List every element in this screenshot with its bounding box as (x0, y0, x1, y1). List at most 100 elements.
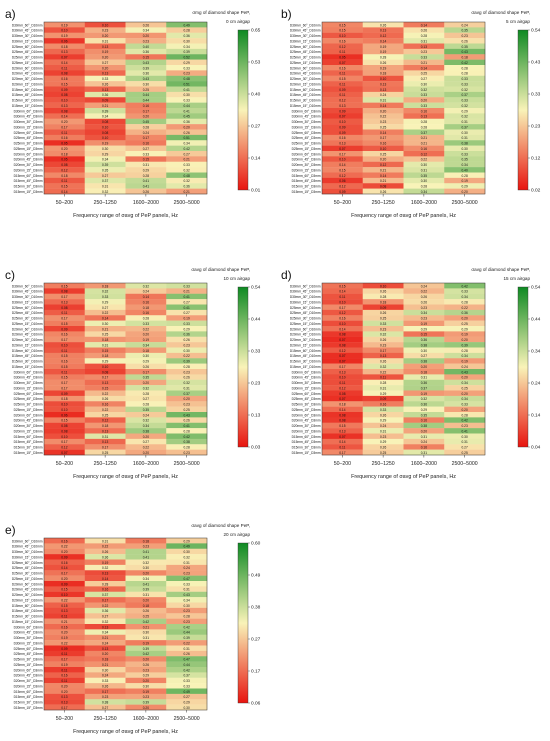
heatmap-cell (44, 613, 85, 619)
heatmap-cell (166, 167, 208, 173)
heatmap-cell (166, 575, 208, 582)
heatmap-cell (125, 86, 167, 93)
cell-value: 0.21 (61, 620, 67, 624)
cell-value: 0.30 (184, 706, 190, 710)
x-axis-label: Frequency range of σavg of PeP panels, H… (73, 213, 178, 219)
row-label: D25mm_45°_D10mm (12, 566, 43, 570)
heatmap-cell (44, 390, 85, 397)
cell-value: 0.08 (61, 290, 67, 294)
heatmap-cell (444, 172, 486, 179)
cell-value: 0.09 (61, 647, 67, 651)
colorbar-tick-label: 0.23 (251, 381, 261, 387)
heatmap-cell (362, 428, 404, 434)
row-label: D20mm_45°_D3mm (14, 158, 43, 162)
heatmap-cell (403, 331, 445, 337)
heatmap-cell (444, 27, 486, 33)
row-label: D25mm_30°_D10mm (12, 317, 43, 321)
row-label: D25mm_45°_D10mm (290, 311, 321, 315)
heatmap-cell (125, 677, 167, 684)
heatmap-cell (362, 145, 404, 152)
heatmap-cell (403, 22, 445, 28)
cell-value: 0.27 (421, 354, 427, 358)
row-label: D15mm_45°_D3mm (14, 179, 43, 183)
heatmap-cell (44, 683, 85, 689)
row-label: D15mm_30°_D10mm (290, 360, 321, 364)
heatmap-cell (44, 667, 85, 673)
cell-value: 0.34 (102, 631, 108, 635)
row-label: D20mm_15°_D10mm (290, 343, 321, 347)
heatmap-cell (403, 113, 445, 119)
cell-value: 0.17 (61, 125, 67, 129)
cell-value: 0.20 (380, 158, 386, 162)
heatmap-cell (322, 75, 363, 82)
cell-value: 0.51 (184, 136, 190, 140)
cell-value: 0.28 (184, 29, 190, 33)
cell-value: 0.31 (380, 429, 386, 433)
heatmap-cell (125, 352, 167, 359)
cell-value: 0.37 (462, 93, 468, 97)
heatmap-cell (84, 183, 126, 189)
heatmap-cell (322, 108, 363, 114)
cell-value: 0.11 (339, 93, 345, 97)
row-label: D30mm_45°_D3mm (14, 115, 43, 119)
cell-value: 0.27 (184, 152, 190, 156)
heatmap-cell (362, 188, 404, 195)
cell-value: 0.33 (421, 104, 427, 108)
cell-value: 0.12 (339, 185, 345, 189)
cell-value: 0.09 (61, 555, 67, 559)
heatmap-cell (84, 283, 126, 289)
colorbar-tick-label: 0.54 (531, 28, 541, 34)
heatmap-cell (322, 38, 363, 44)
colorbar-tick-label: 0.12 (531, 156, 541, 162)
heatmap-cell (322, 336, 363, 343)
heatmap-cell (125, 129, 167, 136)
cell-value: 0.18 (143, 306, 149, 310)
heatmap-cell (125, 288, 167, 294)
cell-value: 0.15 (339, 29, 345, 33)
cell-value: 0.40 (462, 168, 468, 172)
cell-value: 0.33 (462, 82, 468, 86)
heatmap-cell (84, 336, 126, 343)
cell-value: 0.15 (102, 386, 108, 390)
cell-value: 0.21 (380, 168, 386, 172)
row-label: D25mm_30°_D10mm (12, 572, 43, 576)
row-label: D20mm_45°_D3mm (292, 158, 321, 162)
row-label: D30mm_30°_D3mm (14, 636, 43, 640)
cell-value: 0.27 (184, 311, 190, 315)
heatmap-cell (84, 438, 126, 445)
cell-value: 0.20 (462, 190, 468, 194)
heatmap-cell (322, 161, 363, 168)
cell-value: 0.12 (421, 152, 427, 156)
heatmap-cell (125, 554, 167, 560)
heatmap-cell (403, 336, 445, 343)
colorbar-tick-label: 0.40 (251, 92, 261, 98)
cell-value: 0.32 (102, 566, 108, 570)
heatmap-cell (125, 374, 167, 380)
heatmap-cell (166, 97, 208, 103)
heatmap-cell (166, 677, 208, 684)
row-label: D15mm_60°_D3mm (14, 174, 43, 178)
heatmap-cell (444, 161, 486, 168)
row-label: D15mm_45°_D3mm (292, 440, 321, 444)
colorbar-tick-label: 0.54 (531, 285, 541, 291)
colorbar-tick-label: 0.14 (531, 413, 541, 419)
row-label: D15mm_30°_D10mm (290, 99, 321, 103)
x-tick-label: 250–1250 (94, 716, 117, 722)
heatmap-cell (166, 433, 208, 440)
row-label: D20mm_15°_D10mm (12, 82, 43, 86)
cell-value: 0.31 (143, 636, 149, 640)
heatmap-cell (166, 347, 208, 354)
x-tick-label: 2500–5000 (452, 461, 478, 467)
row-label: D15mm_15°_D10mm (290, 365, 321, 369)
cell-value: 0.28 (184, 365, 190, 369)
cell-value: 0.30 (143, 82, 149, 86)
heatmap-cell (125, 624, 167, 630)
heatmap-cell (166, 591, 208, 598)
row-label: D25mm_45°_D3mm (14, 397, 43, 401)
colorbar-title: σavg of diamond shape PeP, (191, 523, 250, 528)
heatmap-cell (362, 75, 404, 82)
heatmap-cell (44, 369, 85, 375)
heatmap-cell (444, 401, 486, 407)
heatmap-cell (403, 140, 445, 146)
